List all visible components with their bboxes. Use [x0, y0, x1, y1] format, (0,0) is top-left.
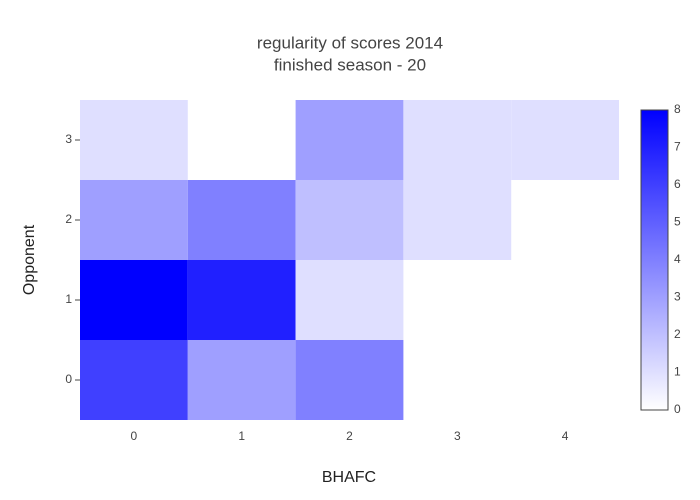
- colorbar-tick-label: 2: [674, 327, 681, 341]
- heatmap-cell: [80, 180, 188, 260]
- chart-subtitle: finished season - 20: [274, 55, 426, 74]
- heatmap-cell: [511, 100, 619, 180]
- heatmap-cell: [403, 180, 512, 260]
- heatmap-cell: [295, 260, 404, 340]
- heatmap-cell: [187, 340, 296, 420]
- heatmap-cell: [187, 260, 296, 340]
- chart-title: regularity of scores 2014: [257, 33, 443, 52]
- heatmap-cell: [295, 100, 404, 180]
- y-axis-title: Opponent: [21, 224, 38, 295]
- x-tick-label: 3: [454, 429, 461, 443]
- y-tick-label: 1: [65, 292, 72, 306]
- colorbar-tick-label: 1: [674, 365, 681, 379]
- colorbar-tick-label: 7: [674, 140, 681, 154]
- x-tick-label: 0: [131, 429, 138, 443]
- heatmap-cell: [295, 340, 404, 420]
- colorbar-tick-label: 4: [674, 252, 681, 266]
- y-tick-label: 0: [65, 372, 72, 386]
- y-tick-label: 2: [65, 212, 72, 226]
- colorbar-tick-label: 3: [674, 290, 681, 304]
- colorbar-tick-label: 5: [674, 215, 681, 229]
- heatmap-cell: [403, 100, 512, 180]
- y-tick-label: 3: [65, 132, 72, 146]
- heatmap-cell: [295, 180, 404, 260]
- x-tick-label: 2: [346, 429, 353, 443]
- heatmap-cell: [80, 260, 188, 340]
- colorbar-tick-label: 6: [674, 177, 681, 191]
- colorbar-tick-label: 0: [674, 402, 681, 416]
- heatmap-cell: [187, 180, 296, 260]
- colorbar: [640, 109, 669, 411]
- x-tick-label: 4: [562, 429, 569, 443]
- heatmap-cell: [80, 340, 188, 420]
- colorbar-tick-label: 8: [674, 102, 681, 116]
- x-tick-label: 1: [238, 429, 245, 443]
- x-axis-title: BHAFC: [322, 469, 376, 486]
- heatmap-cell: [80, 100, 188, 180]
